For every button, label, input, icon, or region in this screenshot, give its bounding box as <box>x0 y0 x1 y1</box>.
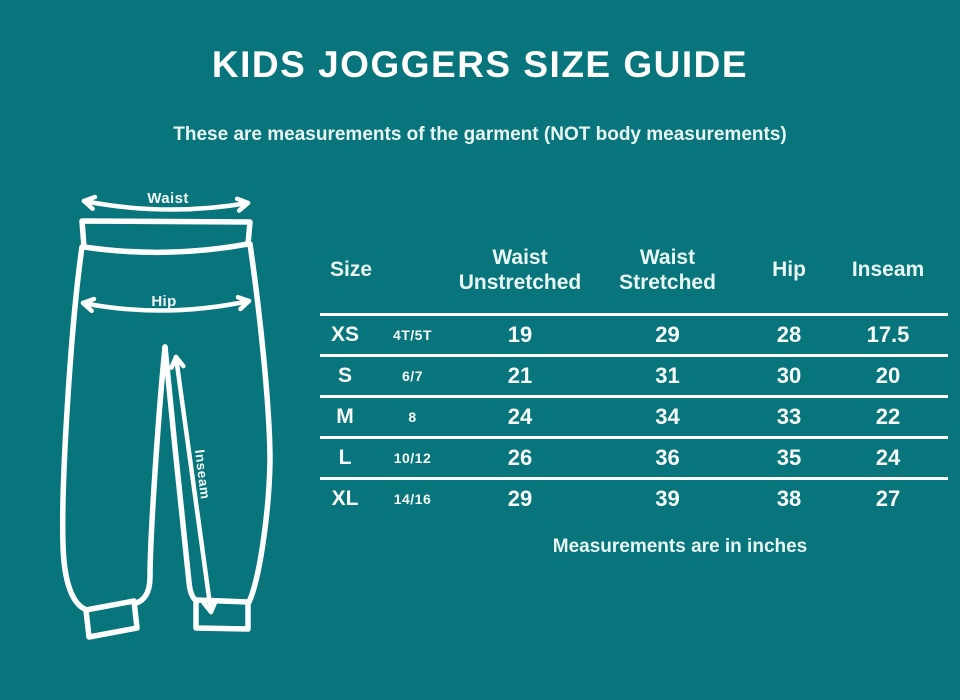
units-note: Measurements are in inches <box>552 536 808 557</box>
hip-value: 30 <box>776 363 802 388</box>
size-label: L <box>338 446 352 469</box>
right-leg-outer-outline <box>245 241 273 607</box>
size-label: XS <box>330 323 359 346</box>
waist-unstretched-value: 26 <box>507 445 533 470</box>
inseam-value: 22 <box>875 404 901 429</box>
age-range-label: 10/12 <box>393 450 432 466</box>
inseam-value: 27 <box>875 486 901 511</box>
hip-value: 35 <box>776 445 802 470</box>
waist-stretched-value: 34 <box>655 404 680 429</box>
size-label: S <box>337 364 352 387</box>
waist-arrow <box>81 194 251 213</box>
table-row: L 10/12 26 36 35 24 <box>320 436 948 477</box>
column-header-waist-unstretched: Waist Unstretched <box>458 245 582 294</box>
table-row: S 6/7 21 31 30 20 <box>320 354 948 395</box>
right-cuff-outline <box>193 597 251 632</box>
waist-stretched-value: 31 <box>655 363 680 388</box>
size-table: Size Waist Unstretched Waist Stretched H… <box>320 228 948 518</box>
inseam-measure-label: Inseam <box>192 449 213 501</box>
page-title: KIDS JOGGERS SIZE GUIDE <box>211 44 749 85</box>
column-header-size: Size <box>330 258 373 282</box>
size-cell: L 10/12 <box>320 439 455 477</box>
left-cuff-outline <box>83 598 140 640</box>
size-cell: M 8 <box>320 398 455 436</box>
column-header-waist-stretched: Waist Stretched <box>619 245 716 294</box>
column-header-inseam: Inseam <box>851 258 925 282</box>
age-range-label: 14/16 <box>393 491 432 507</box>
hip-arrow <box>80 294 252 314</box>
waist-unstretched-value: 19 <box>507 322 533 347</box>
age-range-label: 8 <box>408 409 417 425</box>
hip-value: 38 <box>776 486 802 511</box>
hip-value: 28 <box>776 322 802 347</box>
waistband-outline <box>79 218 253 256</box>
subtitle: These are measurements of the garment (N… <box>173 124 787 145</box>
table-row: XS 4T/5T 19 29 28 17.5 <box>320 313 948 354</box>
table-header-row: Size Waist Unstretched Waist Stretched H… <box>320 228 948 313</box>
size-cell: XL 14/16 <box>320 480 455 518</box>
joggers-diagram: Waist Hip Inseam <box>60 190 273 640</box>
waist-stretched-value: 29 <box>655 322 680 347</box>
table-row: XL 14/16 29 39 38 27 <box>320 477 948 518</box>
age-range-label: 6/7 <box>402 368 423 384</box>
left-leg-inner-outline <box>133 344 168 606</box>
waist-stretched-value: 36 <box>655 445 680 470</box>
left-leg-outer-outline <box>60 244 90 613</box>
column-header-hip: Hip <box>772 258 806 282</box>
size-cell: XS 4T/5T <box>320 316 455 354</box>
inseam-arrow <box>169 354 218 615</box>
table-row: M 8 24 34 33 22 <box>320 395 948 436</box>
waist-unstretched-value: 24 <box>507 404 533 429</box>
hip-value: 33 <box>776 404 802 429</box>
hip-measure-label: Hip <box>151 293 176 310</box>
age-range-label: 4T/5T <box>392 327 433 343</box>
inseam-value: 17.5 <box>866 322 910 347</box>
waist-unstretched-value: 21 <box>507 363 533 388</box>
inseam-value: 24 <box>875 445 901 470</box>
size-label: XL <box>331 487 359 510</box>
waist-stretched-value: 39 <box>655 486 680 511</box>
waist-measure-label: Waist <box>147 190 188 207</box>
size-label: M <box>336 405 354 428</box>
waist-unstretched-value: 29 <box>507 486 533 511</box>
inseam-value: 20 <box>875 363 901 388</box>
size-cell: S 6/7 <box>320 357 455 395</box>
